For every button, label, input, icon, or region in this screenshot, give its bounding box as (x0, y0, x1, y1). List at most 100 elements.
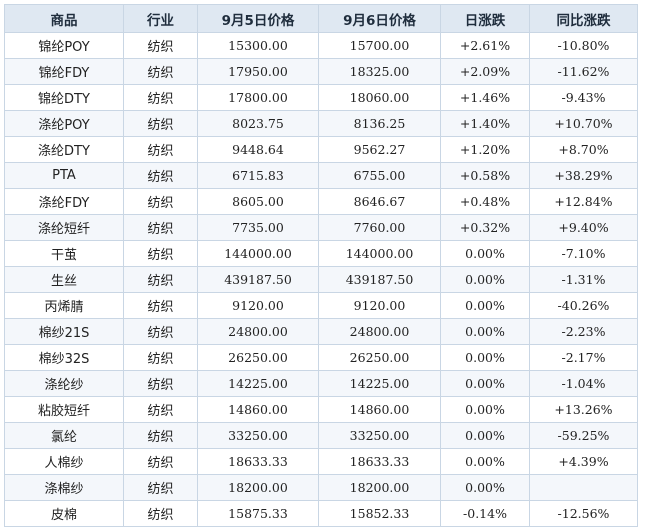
price-sep6-cell: 8646.67 (318, 188, 441, 215)
price-sep5-cell: 18200.00 (197, 474, 319, 501)
price-sep5-cell: 439187.50 (197, 266, 319, 293)
industry-cell: 纺织 (123, 214, 198, 241)
price-sep5-cell: 17800.00 (197, 84, 319, 111)
price-sep6-cell: 14225.00 (318, 370, 441, 397)
commodity-name-cell: 棉纱21S (4, 318, 124, 345)
industry-cell: 纺织 (123, 396, 198, 423)
price-sep6-cell: 24800.00 (318, 318, 441, 345)
industry-cell: 纺织 (123, 188, 198, 215)
industry-cell: 纺织 (123, 266, 198, 293)
price-sep6-cell: 33250.00 (318, 422, 441, 449)
price-sep5-cell: 144000.00 (197, 240, 319, 267)
price-sep5-cell: 14225.00 (197, 370, 319, 397)
industry-cell: 纺织 (123, 240, 198, 267)
commodity-name-cell: 干茧 (4, 240, 124, 267)
price-sep6-cell: 9562.27 (318, 136, 441, 163)
industry-cell: 纺织 (123, 370, 198, 397)
table-row: 粘胶短纤 纺织 14860.00 14860.00 0.00% +13.26% (4, 396, 638, 423)
commodity-name-cell: 涤纶纱 (4, 370, 124, 397)
industry-cell: 纺织 (123, 84, 198, 111)
table-row: 涤棉纱 纺织 18200.00 18200.00 0.00% (4, 474, 638, 501)
price-sep6-cell: 8136.25 (318, 110, 441, 137)
industry-cell: 纺织 (123, 58, 198, 85)
yoy-change-cell: -9.43% (529, 84, 638, 111)
table-row: PTA 纺织 6715.83 6755.00 +0.58% +38.29% (4, 162, 638, 189)
header-industry: 行业 (123, 4, 198, 33)
yoy-change-cell: -59.25% (529, 422, 638, 449)
commodity-name-cell: 棉纱32S (4, 344, 124, 371)
daily-change-cell: 0.00% (440, 240, 530, 267)
commodity-name-cell: 锦纶FDY (4, 58, 124, 85)
daily-change-cell: +1.46% (440, 84, 530, 111)
industry-cell: 纺织 (123, 292, 198, 319)
yoy-change-cell: -2.17% (529, 344, 638, 371)
daily-change-cell: 0.00% (440, 344, 530, 371)
price-sep6-cell: 9120.00 (318, 292, 441, 319)
commodity-name-cell: 涤纶DTY (4, 136, 124, 163)
industry-cell: 纺织 (123, 474, 198, 501)
yoy-change-cell: -2.23% (529, 318, 638, 345)
daily-change-cell: 0.00% (440, 422, 530, 449)
yoy-change-cell: +38.29% (529, 162, 638, 189)
price-sep5-cell: 15875.33 (197, 500, 319, 527)
price-sep5-cell: 8605.00 (197, 188, 319, 215)
price-sep5-cell: 17950.00 (197, 58, 319, 85)
daily-change-cell: +0.32% (440, 214, 530, 241)
table-row: 人棉纱 纺织 18633.33 18633.33 0.00% +4.39% (4, 448, 638, 475)
daily-change-cell: 0.00% (440, 396, 530, 423)
header-price-sep5: 9月5日价格 (197, 4, 319, 33)
table-row: 棉纱32S 纺织 26250.00 26250.00 0.00% -2.17% (4, 344, 638, 371)
price-sep6-cell: 26250.00 (318, 344, 441, 371)
commodity-name-cell: PTA (4, 162, 124, 189)
header-daily-change: 日涨跌 (440, 4, 530, 33)
commodity-name-cell: 涤纶FDY (4, 188, 124, 215)
price-sep6-cell: 6755.00 (318, 162, 441, 189)
daily-change-cell: +0.58% (440, 162, 530, 189)
price-sep6-cell: 144000.00 (318, 240, 441, 267)
table-row: 涤纶POY 纺织 8023.75 8136.25 +1.40% +10.70% (4, 110, 638, 137)
commodity-name-cell: 锦纶DTY (4, 84, 124, 111)
table-row: 生丝 纺织 439187.50 439187.50 0.00% -1.31% (4, 266, 638, 293)
daily-change-cell: 0.00% (440, 448, 530, 475)
table-row: 锦纶DTY 纺织 17800.00 18060.00 +1.46% -9.43% (4, 84, 638, 111)
yoy-change-cell: +8.70% (529, 136, 638, 163)
yoy-change-cell (529, 474, 638, 501)
yoy-change-cell: -40.26% (529, 292, 638, 319)
daily-change-cell: +1.20% (440, 136, 530, 163)
table-row: 丙烯腈 纺织 9120.00 9120.00 0.00% -40.26% (4, 292, 638, 319)
daily-change-cell: -0.14% (440, 500, 530, 527)
industry-cell: 纺织 (123, 110, 198, 137)
commodity-name-cell: 人棉纱 (4, 448, 124, 475)
daily-change-cell: +2.09% (440, 58, 530, 85)
industry-cell: 纺织 (123, 448, 198, 475)
daily-change-cell: 0.00% (440, 318, 530, 345)
yoy-change-cell: -11.62% (529, 58, 638, 85)
commodity-name-cell: 粘胶短纤 (4, 396, 124, 423)
yoy-change-cell: +12.84% (529, 188, 638, 215)
price-sep6-cell: 18200.00 (318, 474, 441, 501)
industry-cell: 纺织 (123, 344, 198, 371)
yoy-change-cell: +9.40% (529, 214, 638, 241)
table-row: 涤纶FDY 纺织 8605.00 8646.67 +0.48% +12.84% (4, 188, 638, 215)
price-sep5-cell: 6715.83 (197, 162, 319, 189)
industry-cell: 纺织 (123, 136, 198, 163)
daily-change-cell: +0.48% (440, 188, 530, 215)
price-sep6-cell: 15700.00 (318, 32, 441, 59)
yoy-change-cell: -12.56% (529, 500, 638, 527)
industry-cell: 纺织 (123, 422, 198, 449)
price-sep6-cell: 7760.00 (318, 214, 441, 241)
daily-change-cell: 0.00% (440, 474, 530, 501)
header-yoy-change: 同比涨跌 (529, 4, 638, 33)
commodity-name-cell: 涤棉纱 (4, 474, 124, 501)
commodity-name-cell: 丙烯腈 (4, 292, 124, 319)
price-sep5-cell: 9448.64 (197, 136, 319, 163)
yoy-change-cell: +10.70% (529, 110, 638, 137)
price-sep5-cell: 33250.00 (197, 422, 319, 449)
yoy-change-cell: -1.04% (529, 370, 638, 397)
header-commodity: 商品 (4, 4, 124, 33)
price-sep6-cell: 18325.00 (318, 58, 441, 85)
table-row: 皮棉 纺织 15875.33 15852.33 -0.14% -12.56% (4, 500, 638, 527)
price-sep5-cell: 7735.00 (197, 214, 319, 241)
commodity-name-cell: 锦纶POY (4, 32, 124, 59)
table-body: 锦纶POY 纺织 15300.00 15700.00 +2.61% -10.80% 锦纶FD… (4, 32, 638, 527)
